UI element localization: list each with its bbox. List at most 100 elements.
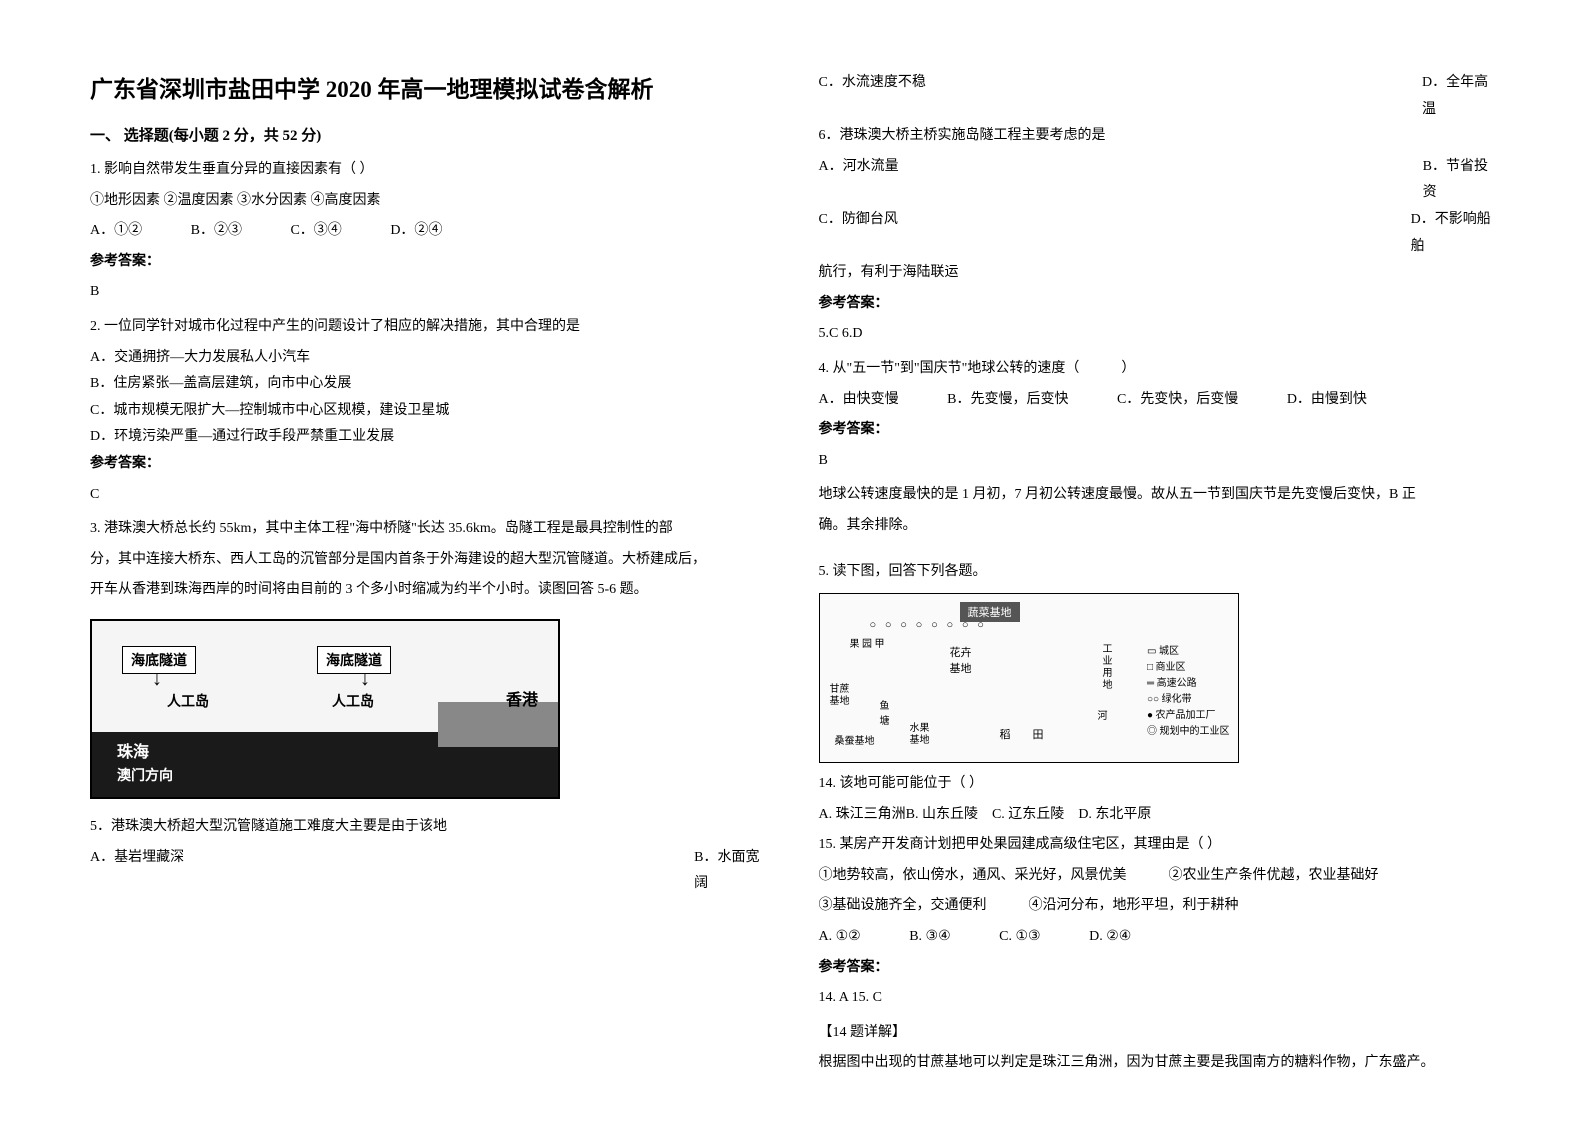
q4-stem: 4. 从"五一节"到"国庆节"地球公转的速度（ ） (819, 356, 1498, 383)
map-dao-text: 稻 (1000, 729, 1011, 741)
q15-answer: 14. A 15. C (819, 985, 1498, 1012)
q14-optD: D. 东北平原 (1078, 807, 1151, 822)
q1-subopts: ①地形因素 ②温度因素 ③水分因素 ④高度因素 (90, 188, 769, 215)
q1-optB: B．②③ (191, 218, 242, 245)
document-title: 广东省深圳市盐田中学 2020 年高一地理模拟试卷含解析 (90, 70, 769, 104)
bridge-diagram: 海底隧道 海底隧道 ↓ ↓ 人工岛 人工岛 香港 珠海 澳门方向 (90, 619, 560, 799)
q15-answer-label: 参考答案： (819, 955, 1498, 982)
q5-optA: A．基岩埋藏深 (90, 845, 694, 898)
q15-explain-title: 【14 题详解】 (819, 1020, 1498, 1047)
spacer (819, 544, 1498, 559)
legend-item-3: ═ 高速公路 (1147, 676, 1230, 691)
diagram-tunnel2-label: 海底隧道 (317, 646, 391, 674)
map-huahui-label: 花卉 基地 (950, 644, 972, 676)
q15-explain: 根据图中出现的甘蔗基地可以判定是珠江三角洲，因为甘蔗主要是我国南方的糖料作物，广… (819, 1050, 1498, 1077)
q2-answer: C (90, 482, 769, 509)
q6-options-row1: A．河水流量 B．节省投资 (819, 154, 1498, 207)
q4-explain1: 地球公转速度最快的是 1 月初，7 月初公转速度最慢。故从五一节到国庆节是先变慢… (819, 482, 1498, 509)
right-column: C．水流速度不稳 D．全年高温 6．港珠澳大桥主桥实施岛隧工程主要考虑的是 A．… (819, 70, 1498, 1081)
map-yutang-label: 鱼 塘 (880, 697, 890, 727)
q1-options: A．①② B．②③ C．③④ D．②④ (90, 218, 769, 245)
map-river-label: 河 (1098, 707, 1108, 722)
q6-optC: C．防御台风 (819, 207, 1411, 260)
q1-optA: A．①② (90, 218, 142, 245)
q4-optA: A．由快变慢 (819, 387, 899, 414)
legend-text-5: 农产品加工厂 (1156, 710, 1216, 721)
q1-optD: D．②④ (390, 218, 442, 245)
q4-answer: B (819, 448, 1498, 475)
map-jia-text: 甲 (875, 639, 885, 650)
q14-optC: C. 辽东丘陵 (992, 807, 1064, 822)
q15-optC: C. ①③ (999, 924, 1040, 951)
map-ganzhe-label: 甘蔗 基地 (830, 684, 850, 708)
q1-stem: 1. 影响自然带发生垂直分异的直接因素有（ ） (90, 157, 769, 184)
map-sangcan-label: 桑蚕基地 (835, 732, 875, 747)
q4-optD: D．由慢到快 (1287, 387, 1367, 414)
q15-sub1: ①地势较高，依山傍水，通风、采光好，风景优美 (819, 868, 1127, 883)
legend-item-4: ○○ 绿化带 (1147, 692, 1230, 707)
q6-options-row2: C．防御台风 D．不影响船舶 (819, 207, 1498, 260)
q15-sub4: ④沿河分布，地形平坦，利于耕种 (1029, 898, 1239, 913)
diagram-zhuhai-label: 珠海 (117, 738, 149, 762)
legend-item-2: □ 商业区 (1147, 660, 1230, 675)
q6-optD: D．不影响船舶 (1411, 207, 1497, 260)
diagram-island1-label: 人工岛 (167, 691, 209, 711)
legend-text-3: 高速公路 (1157, 678, 1197, 689)
q6-answer: 5.C 6.D (819, 321, 1498, 348)
q14-optB: B. 山东丘陵 (906, 807, 978, 822)
map-guoyuan-text: 果 园 (850, 639, 873, 650)
q1-answer-label: 参考答案： (90, 249, 769, 276)
q4-optB: B．先变慢，后变快 (947, 387, 1068, 414)
legend-item-5: ● 农产品加工厂 (1147, 708, 1230, 723)
q2-optB: B．住房紧张—盖高层建筑，向市中心发展 (90, 371, 769, 398)
q15-subs-row1: ①地势较高，依山傍水，通风、采光好，风景优美 ②农业生产条件优越，农业基础好 (819, 863, 1498, 890)
q14-optA: A. 珠江三角洲 (819, 807, 906, 822)
q3-stem2: 分，其中连接大桥东、西人工岛的沉管部分是国内首条于外海建设的超大型沉管隧道。大桥… (90, 547, 769, 574)
q14-stem: 14. 该地可能可能位于（ ） (819, 771, 1498, 798)
q2-answer-label: 参考答案： (90, 451, 769, 478)
diagram-macau-label: 澳门方向 (117, 765, 173, 785)
q6-optA: A．河水流量 (819, 154, 1423, 207)
legend-text-1: 城区 (1159, 646, 1179, 657)
q4-optC: C．先变快，后变慢 (1117, 387, 1238, 414)
q15-optA: A. ①② (819, 924, 861, 951)
diagram-arrow1-icon: ↓ (152, 668, 162, 691)
q1-optC: C．③④ (290, 218, 341, 245)
map-tian-text: 田 (1033, 729, 1044, 741)
legend-item-6: ◎ 规划中的工业区 (1147, 724, 1230, 739)
q2-optD: D．环境污染严重—通过行政手段严禁重工业发展 (90, 424, 769, 451)
legend-text-6: 规划中的工业区 (1160, 726, 1230, 737)
q6-stem: 6．港珠澳大桥主桥实施岛隧工程主要考虑的是 (819, 123, 1498, 150)
q2-optA: A．交通拥挤—大力发展私人小汽车 (90, 345, 769, 372)
q15-optB: B. ③④ (909, 924, 950, 951)
map-legend: ▭ 城区 □ 商业区 ═ 高速公路 ○○ 绿化带 ● 农产品加工厂 ◎ 规划中的… (1147, 644, 1230, 740)
map-diagram: 蔬菜基地 ○ ○ ○ ○ ○ ○ ○ ○ 果 园 甲 花卉 基地 甘蔗 基地 桑… (819, 593, 1239, 763)
diagram-arrow2-icon: ↓ (360, 668, 370, 691)
q15-subs-row2: ③基础设施齐全，交通便利 ④沿河分布，地形平坦，利于耕种 (819, 893, 1498, 920)
q6-optB: B．节省投资 (1423, 154, 1497, 207)
q15-options: A. ①② B. ③④ C. ①③ D. ②④ (819, 924, 1498, 951)
diagram-island2-label: 人工岛 (332, 691, 374, 711)
q15-sub3: ③基础设施齐全，交通便利 (819, 898, 987, 913)
q5-options-row1: A．基岩埋藏深 B．水面宽阔 (90, 845, 769, 898)
q5-optD: D．全年高温 (1422, 70, 1497, 123)
q5-optC: C．水流速度不稳 (819, 70, 1423, 123)
diagram-gray-area (438, 702, 558, 747)
q4-answer-label: 参考答案： (819, 417, 1498, 444)
q4-options: A．由快变慢 B．先变慢，后变快 C．先变快，后变慢 D．由慢到快 (819, 387, 1498, 414)
q15-sub2: ②农业生产条件优越，农业基础好 (1169, 868, 1379, 883)
diagram-hk-label: 香港 (506, 686, 538, 710)
map-shuiguo-label: 水果 基地 (910, 723, 930, 747)
map-circles-icon: ○ ○ ○ ○ ○ ○ ○ ○ (870, 619, 987, 631)
q15-optD: D. ②④ (1089, 924, 1131, 951)
q5-options-row2: C．水流速度不稳 D．全年高温 (819, 70, 1498, 123)
q5-stem: 5．港珠澳大桥超大型沉管隧道施工难度大主要是由于该地 (90, 814, 769, 841)
q1-answer: B (90, 279, 769, 306)
q6-stem2: 航行，有利于海陆联运 (819, 260, 1498, 287)
q3-stem1: 3. 港珠澳大桥总长约 55km，其中主体工程"海中桥隧"长达 35.6km。岛… (90, 516, 769, 543)
q4-explain2: 确。其余排除。 (819, 513, 1498, 540)
q2-optC: C．城市规模无限扩大—控制城市中心区规模，建设卫星城 (90, 398, 769, 425)
map-gongye-label: 工 业 用 地 (1103, 644, 1113, 692)
q3-stem3: 开车从香港到珠海西岸的时间将由目前的 3 个多小时缩减为约半个小时。读图回答 5… (90, 577, 769, 604)
map-guoyuan-label: 果 园 甲 (850, 639, 885, 651)
